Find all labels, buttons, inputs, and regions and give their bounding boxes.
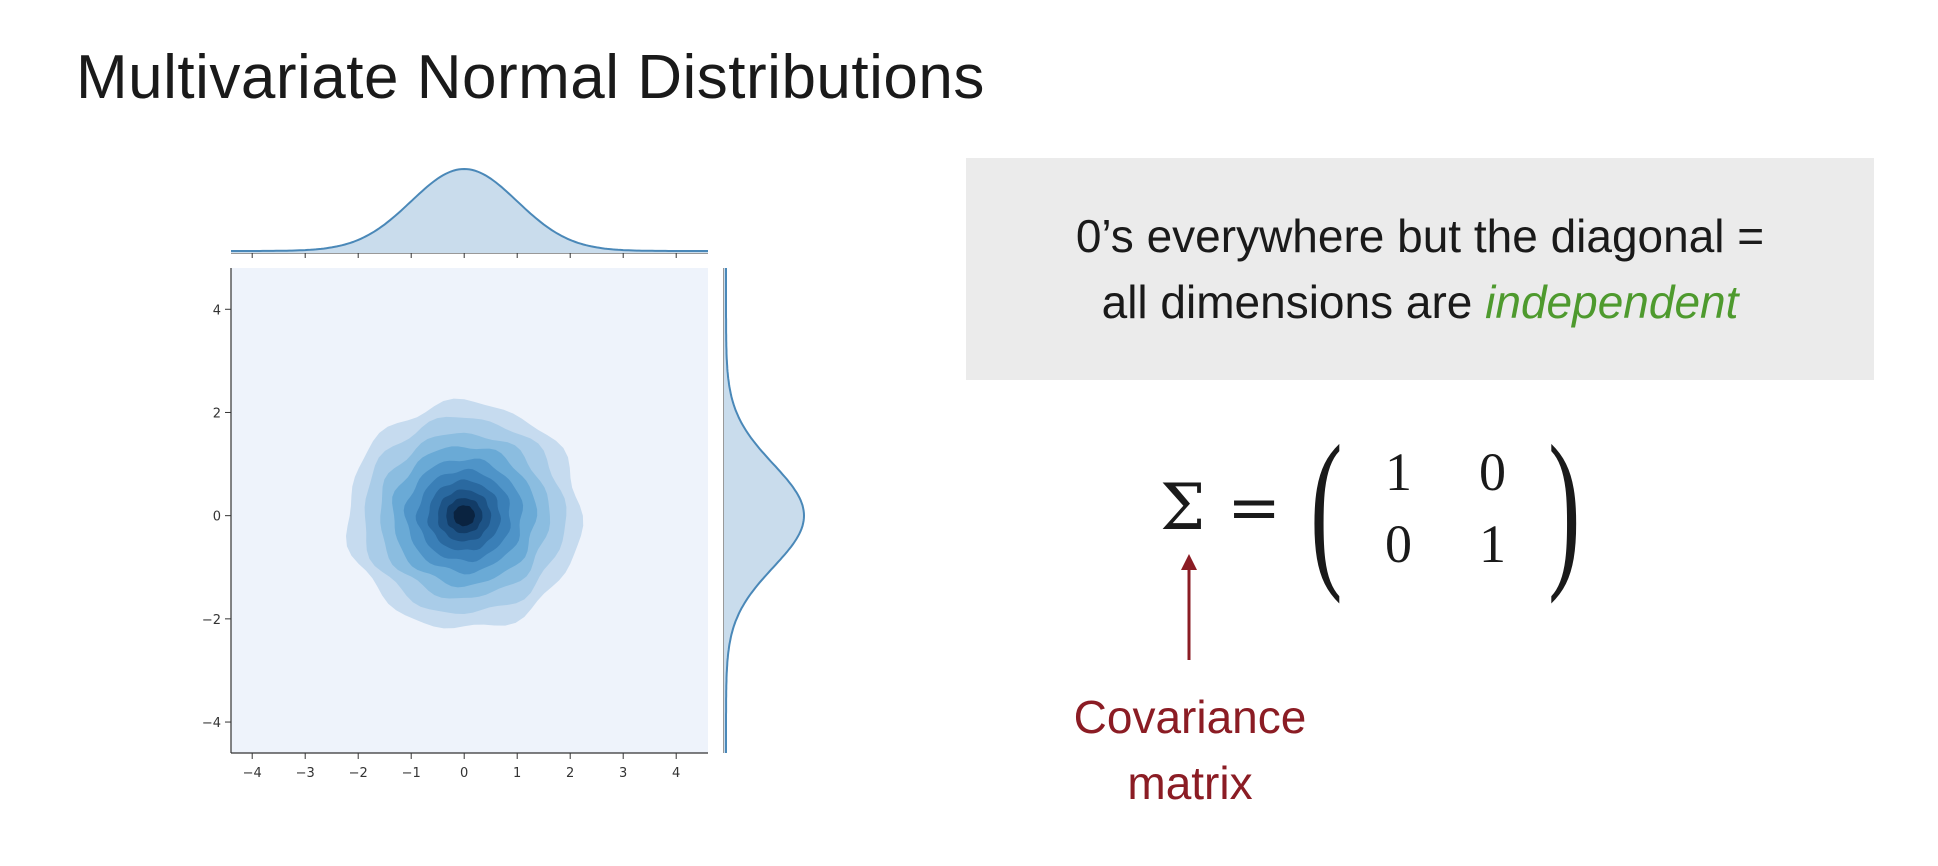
- independence-callout: 0’s everywhere but the diagonal = all di…: [966, 158, 1874, 380]
- callout-line-2: all dimensions are independent: [1102, 269, 1739, 335]
- matrix-cell: 0: [1478, 442, 1506, 502]
- callout-emphasis: independent: [1485, 276, 1739, 328]
- top-marginal-line: [231, 167, 708, 252]
- kde-contour-level: [453, 505, 475, 527]
- covariance-equation: Σ = ( 1 0 0 1 ): [1160, 410, 1594, 605]
- x-tick-label: 3: [619, 766, 627, 781]
- right-marginal-density: [723, 268, 806, 753]
- y-tick-label: −4: [202, 716, 221, 731]
- top-marginal-density: [231, 167, 708, 258]
- x-axis-ticks: −4 −3 −2 −1 0 1 2 3 4: [243, 753, 680, 781]
- right-marginal-line: [725, 268, 806, 753]
- y-tick-label: 2: [213, 406, 221, 421]
- right-marginal-fill: [724, 268, 804, 753]
- x-tick-label: −2: [349, 766, 368, 781]
- x-tick-label: −1: [402, 766, 421, 781]
- x-tick-label: 1: [513, 766, 521, 781]
- matrix-cell: 1: [1384, 442, 1412, 502]
- x-tick-label: 0: [460, 766, 468, 781]
- y-tick-label: 0: [213, 510, 221, 525]
- sigma-symbol: Σ: [1160, 471, 1206, 545]
- left-parenthesis: (: [1310, 410, 1343, 605]
- callout-line-1: 0’s everywhere but the diagonal =: [1075, 210, 1765, 262]
- plot-axes: [230, 268, 708, 754]
- kde-contours: [346, 398, 584, 629]
- covariance-matrix-label: Covariance matrix: [1020, 684, 1360, 816]
- matrix-cell: 1: [1478, 514, 1506, 574]
- page-title: Multivariate Normal Distributions: [76, 43, 985, 112]
- right-parenthesis: ): [1548, 410, 1581, 605]
- x-tick-label: 2: [566, 766, 574, 781]
- label-line-1: Covariance: [1073, 691, 1307, 743]
- label-line-2: matrix: [1127, 757, 1253, 809]
- callout-line-2-prefix: all dimensions are: [1101, 276, 1486, 328]
- y-tick-label: −2: [202, 613, 221, 628]
- equals-sign: =: [1227, 471, 1281, 545]
- top-marginal-fill: [231, 169, 708, 253]
- x-tick-label: 4: [672, 766, 680, 781]
- x-tick-label: −3: [296, 766, 315, 781]
- y-axis-ticks: −4 −2 0 2 4: [202, 303, 231, 731]
- y-tick-label: 4: [213, 303, 221, 318]
- x-tick-label: −4: [243, 766, 262, 781]
- matrix-cell: 0: [1384, 514, 1412, 574]
- covariance-matrix: 1 0 0 1: [1351, 436, 1539, 580]
